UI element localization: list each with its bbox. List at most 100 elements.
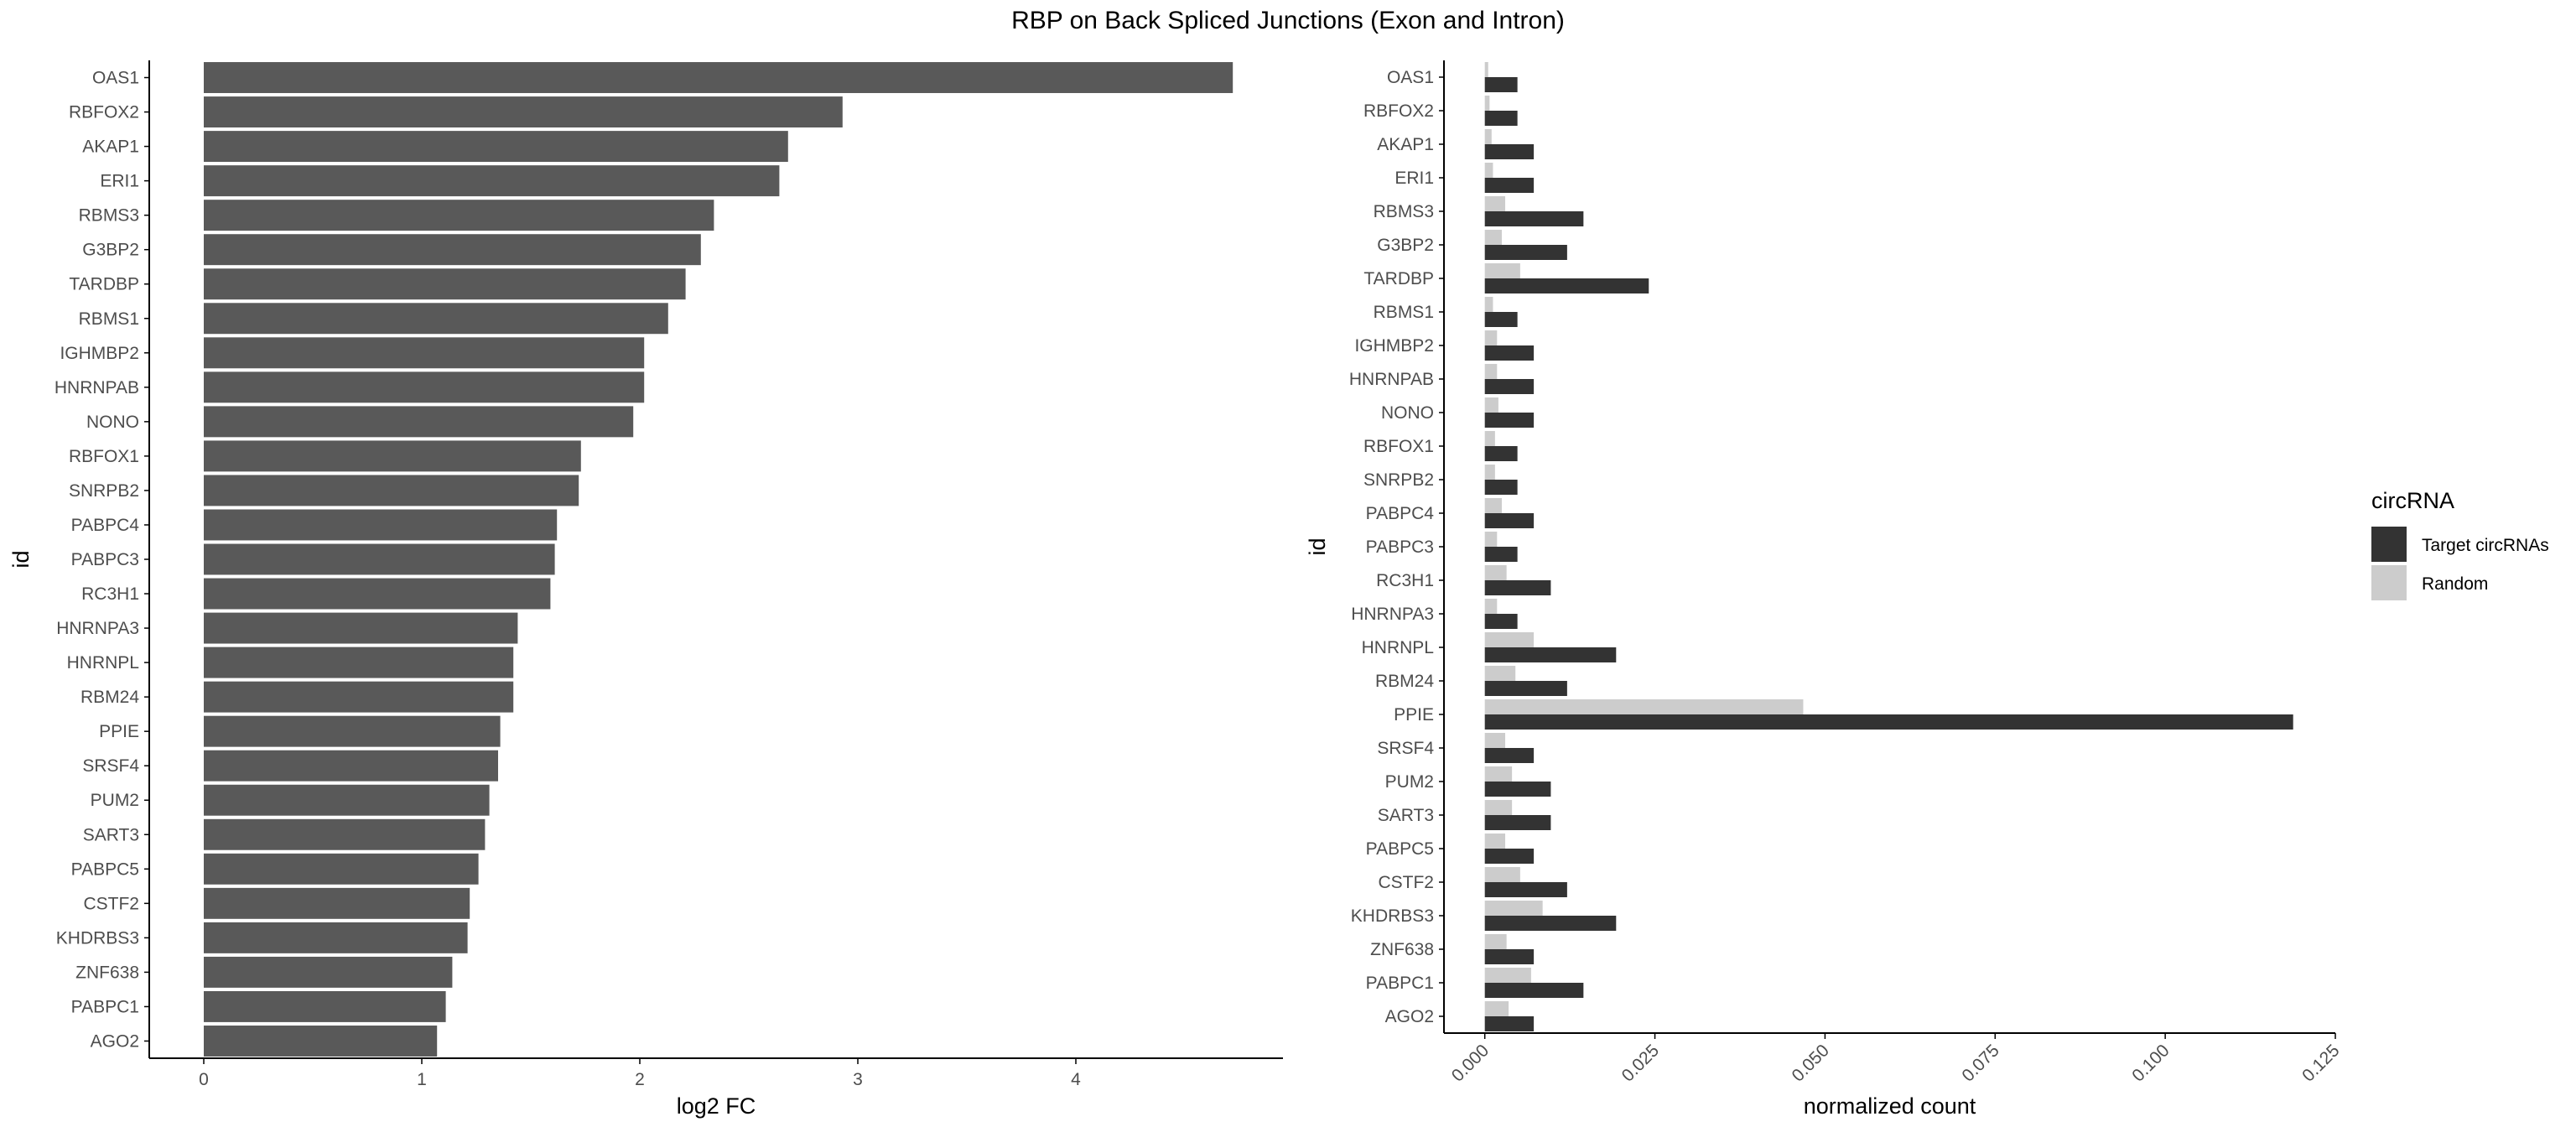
left-y-tick-rbm24: RBM24 xyxy=(80,688,139,707)
left-y-tick-rbms3: RBMS3 xyxy=(79,206,139,226)
left-y-tick-pum2: PUM2 xyxy=(91,791,139,810)
right-y-tick-labels: OAS1 RBFOX2 AKAP1 ERI1 RBMS3 G3BP2 TARDBP RBMS1… xyxy=(1349,68,1444,1026)
left-y-tick-srsf4: SRSF4 xyxy=(82,756,139,776)
right-y-tick-pabpc4: PABPC4 xyxy=(1366,504,1435,523)
target-bar-nono xyxy=(1484,413,1535,428)
left-bar-tardbp xyxy=(204,268,686,300)
target-bar-cstf2 xyxy=(1484,882,1567,897)
right-y-tick-pabpc3: PABPC3 xyxy=(1366,538,1434,557)
random-bar-ighmbp2 xyxy=(1484,330,1498,345)
right-y-tick-ppie: PPIE xyxy=(1394,705,1434,724)
target-bar-khdrbs3 xyxy=(1484,916,1617,931)
target-bar-hnrnpa3 xyxy=(1484,614,1518,629)
right-y-tick-ago2: AGO2 xyxy=(1385,1007,1434,1026)
target-bar-rc3h1 xyxy=(1484,580,1551,595)
left-bar-sart3 xyxy=(204,818,486,850)
left-bar-hnrnpab xyxy=(204,371,645,403)
target-bar-pum2 xyxy=(1484,782,1551,797)
target-bar-snrpb2 xyxy=(1484,480,1518,495)
target-bar-rbm24 xyxy=(1484,681,1567,696)
left-bar-pabpc1 xyxy=(204,990,446,1022)
left-y-tick-sart3: SART3 xyxy=(83,825,139,844)
right-x-tick-0-025: 0.025 xyxy=(1618,1041,1663,1085)
target-bar-rbms1 xyxy=(1484,312,1518,327)
target-bar-g3bp2 xyxy=(1484,245,1567,260)
random-bar-pabpc4 xyxy=(1484,498,1502,513)
random-bar-khdrbs3 xyxy=(1484,901,1543,916)
random-bar-eri1 xyxy=(1484,163,1493,178)
random-bar-snrpb2 xyxy=(1484,465,1495,480)
left-x-tick-2: 2 xyxy=(635,1070,645,1089)
right-y-tick-hnrnpab: HNRNPAB xyxy=(1349,370,1434,389)
left-x-tick-labels: 0 1 2 3 4 xyxy=(199,1058,1081,1089)
left-bar-pabpc3 xyxy=(204,543,555,575)
right-x-tick-labels: 0.000 0.025 0.050 0.075 0.100 0.125 xyxy=(1448,1033,2344,1086)
left-bar-hnrnpl xyxy=(204,647,514,678)
target-bar-ppie xyxy=(1484,714,2293,730)
random-bar-oas1 xyxy=(1484,62,1488,77)
target-bar-hnrnpl xyxy=(1484,647,1617,662)
left-y-tick-znf638: ZNF638 xyxy=(75,963,139,982)
legend-label-target: Target circRNAs xyxy=(2422,536,2549,555)
left-bar-pabpc4 xyxy=(204,509,558,541)
left-bar-ighmbp2 xyxy=(204,337,645,369)
right-y-tick-snrpb2: SNRPB2 xyxy=(1363,470,1434,490)
left-bar-nono xyxy=(204,406,634,438)
right-y-tick-oas1: OAS1 xyxy=(1387,68,1434,87)
left-y-tick-g3bp2: G3BP2 xyxy=(82,241,139,260)
target-bar-rbms3 xyxy=(1484,211,1584,226)
left-y-tick-pabpc4: PABPC4 xyxy=(71,516,140,535)
right-y-tick-znf638: ZNF638 xyxy=(1370,940,1434,959)
left-y-tick-snrpb2: SNRPB2 xyxy=(69,481,139,501)
left-y-tick-rc3h1: RC3H1 xyxy=(81,584,139,604)
left-y-tick-nono: NONO xyxy=(86,413,139,432)
left-y-tick-cstf2: CSTF2 xyxy=(83,894,139,913)
left-bar-rbfox1 xyxy=(204,440,581,472)
random-bar-hnrnpab xyxy=(1484,364,1498,379)
left-x-tick-0: 0 xyxy=(199,1070,209,1089)
right-y-tick-cstf2: CSTF2 xyxy=(1378,873,1434,892)
right-y-tick-g3bp2: G3BP2 xyxy=(1377,236,1434,255)
left-x-tick-1: 1 xyxy=(417,1070,427,1089)
left-y-tick-labels: OAS1 RBFOX2 AKAP1 ERI1 RBMS3 G3BP2 TARDBP RBMS1… xyxy=(55,69,149,1051)
right-y-tick-sart3: SART3 xyxy=(1378,806,1434,825)
right-y-tick-ighmbp2: IGHMBP2 xyxy=(1354,336,1434,356)
legend-key-random xyxy=(2371,565,2407,600)
left-bar-snrpb2 xyxy=(204,475,579,506)
left-y-tick-hnrnpa3: HNRNPA3 xyxy=(56,619,139,638)
random-bar-pum2 xyxy=(1484,766,1513,782)
random-bar-sart3 xyxy=(1484,800,1513,815)
right-y-tick-hnrnpl: HNRNPL xyxy=(1362,638,1434,657)
legend-label-random: Random xyxy=(2422,574,2488,594)
right-y-tick-pabpc5: PABPC5 xyxy=(1366,839,1434,859)
left-y-tick-tardbp: TARDBP xyxy=(69,275,139,294)
left-bar-g3bp2 xyxy=(204,234,701,266)
right-axes xyxy=(1443,60,2335,1034)
random-bar-pabpc1 xyxy=(1484,968,1531,983)
left-bar-khdrbs3 xyxy=(204,922,468,953)
target-bar-pabpc4 xyxy=(1484,513,1535,528)
target-bar-pabpc1 xyxy=(1484,983,1584,998)
random-bar-rbms1 xyxy=(1484,297,1493,312)
right-y-tick-rbm24: RBM24 xyxy=(1375,672,1434,691)
right-x-tick-0-125: 0.125 xyxy=(2298,1041,2343,1085)
left-y-tick-rbfox2: RBFOX2 xyxy=(69,103,139,122)
right-y-tick-nono: NONO xyxy=(1381,403,1434,423)
target-bar-ighmbp2 xyxy=(1484,345,1535,361)
random-bar-hnrnpa3 xyxy=(1484,599,1498,614)
right-y-tick-srsf4: SRSF4 xyxy=(1377,739,1434,758)
left-y-axis-title: id xyxy=(8,550,34,568)
right-y-tick-rbms1: RBMS1 xyxy=(1374,303,1434,322)
random-bar-rbms3 xyxy=(1484,196,1506,211)
left-y-tick-rbfox1: RBFOX1 xyxy=(69,447,139,466)
left-y-tick-eri1: ERI1 xyxy=(100,172,139,191)
left-bar-rbfox2 xyxy=(204,96,843,128)
random-bar-tardbp xyxy=(1484,263,1520,278)
left-bar-cstf2 xyxy=(204,887,470,919)
target-bar-tardbp xyxy=(1484,278,1649,293)
right-y-tick-rbms3: RBMS3 xyxy=(1374,202,1434,221)
left-bar-eri1 xyxy=(204,165,780,197)
target-bar-sart3 xyxy=(1484,815,1551,830)
legend: circRNA Target circRNAs Random xyxy=(2371,488,2549,600)
target-bar-rbfox2 xyxy=(1484,111,1518,126)
